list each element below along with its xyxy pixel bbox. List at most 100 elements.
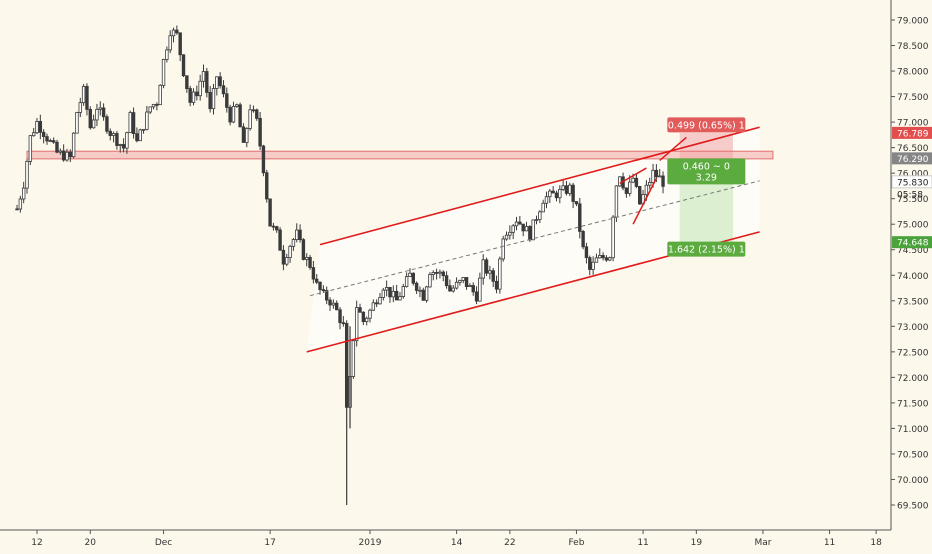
time-tick-label: Mar — [754, 538, 771, 548]
candle-body — [208, 92, 212, 110]
candle-body — [408, 272, 412, 278]
time-tick-label: 19 — [691, 538, 703, 548]
candle-body — [241, 126, 246, 143]
candle-body — [351, 340, 356, 377]
candle-body — [91, 119, 96, 129]
time-tick-label: Dec — [155, 538, 172, 548]
risk-reward-label-bg — [667, 158, 746, 185]
candle-body — [411, 272, 415, 284]
time-tick-label: 12 — [31, 538, 42, 548]
candle-body — [278, 229, 282, 251]
candle-body — [514, 221, 519, 227]
candle-body — [171, 29, 176, 37]
price-tag: 76.789 — [897, 129, 929, 139]
candle-body — [468, 285, 472, 288]
price-tick-label: 72.000 — [897, 374, 929, 384]
candle-body — [451, 287, 455, 292]
candle-body — [211, 88, 216, 110]
candle-body — [628, 181, 632, 194]
candle-body — [524, 226, 529, 232]
candle-body — [78, 102, 82, 113]
channel-upper-line — [319, 126, 760, 246]
risk-reward-label-text: 3.29 — [696, 172, 717, 183]
candle-body — [18, 198, 23, 210]
candle-body — [581, 230, 585, 248]
price-scale: 69.500 70.000 70.500 71.000 71.500 72.000 72.5… — [890, 0, 932, 550]
price-tick-label: 69.500 — [897, 502, 929, 512]
candle-body — [554, 192, 559, 199]
candle-body — [165, 49, 169, 60]
candle-body — [238, 104, 242, 128]
candle-body — [161, 59, 166, 86]
price-tick-label: 76.000 — [897, 170, 929, 180]
price-tick-label: 73.000 — [897, 323, 929, 333]
candle-body — [15, 208, 19, 211]
candle-body — [315, 278, 319, 283]
candle-body — [661, 175, 665, 187]
candle-body — [198, 80, 202, 97]
candles — [15, 25, 665, 505]
candle-body — [574, 201, 579, 205]
candle-body — [141, 128, 146, 131]
candle-body — [318, 281, 322, 291]
candle-body — [561, 185, 565, 190]
candle-body — [494, 280, 499, 290]
candle-body — [414, 282, 419, 291]
price-tick-label: 72.500 — [897, 348, 929, 358]
candle-body — [331, 302, 336, 306]
candle-body — [71, 132, 76, 158]
stop-label: 0.499 (0.65%) 1 — [667, 117, 746, 133]
candle-body — [638, 186, 642, 205]
price-tag: 76.290 — [897, 155, 929, 165]
candle-body — [501, 238, 505, 260]
candle-body — [484, 259, 489, 274]
candle-body — [434, 272, 439, 274]
candle-body — [591, 261, 595, 270]
time-tick-label: 11 — [637, 538, 648, 548]
candle-body — [371, 302, 376, 311]
candle-body — [181, 54, 186, 77]
candle-body — [215, 76, 219, 89]
candle-body — [248, 109, 252, 129]
candle-body — [354, 307, 359, 342]
candle-body — [631, 177, 635, 183]
candle-body — [168, 35, 172, 51]
candle-body — [228, 107, 232, 123]
candle-body — [428, 274, 432, 288]
candle-body — [41, 131, 46, 137]
candle-body — [598, 255, 602, 259]
candle-body — [338, 309, 342, 324]
candle-body — [185, 75, 189, 89]
bar-countdown: 05:58 — [897, 190, 923, 200]
candle-body — [604, 257, 609, 261]
candle-body — [298, 229, 302, 241]
candle-body — [218, 76, 222, 87]
candle-body — [654, 169, 659, 178]
candle-body — [394, 291, 399, 301]
time-tick-label: Feb — [568, 538, 584, 548]
candle-body — [221, 85, 226, 95]
price-tag-bg — [892, 236, 932, 249]
candle-body — [651, 169, 655, 183]
candle-body — [584, 246, 589, 259]
candle-body — [115, 133, 119, 146]
candle-body — [618, 176, 622, 187]
candle-body — [611, 216, 615, 259]
time-tick-label: 17 — [264, 538, 275, 548]
candle-body — [464, 277, 469, 288]
candle-body — [481, 259, 485, 279]
price-tag: 74.648 — [897, 239, 929, 249]
candle-body — [28, 135, 33, 162]
candle-body — [378, 297, 382, 305]
trend-line-small-2 — [659, 136, 687, 161]
candle-body — [21, 187, 26, 200]
candle-body — [521, 223, 525, 232]
candle-body — [431, 272, 435, 275]
candle-body — [258, 117, 262, 147]
candle-body — [418, 289, 422, 292]
candle-body — [614, 185, 619, 218]
candle-body — [498, 258, 502, 290]
time-tick-label: 22 — [504, 538, 515, 548]
